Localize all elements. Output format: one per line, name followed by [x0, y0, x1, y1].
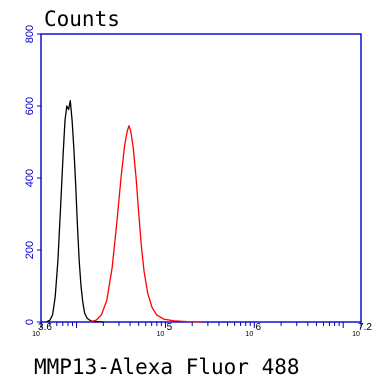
control-histogram-line: [46, 99, 104, 323]
y-tick-label: 200: [24, 241, 36, 259]
x-tick-label: 106: [245, 322, 261, 338]
x-tick-exponent: 6: [256, 322, 262, 333]
y-tick-label: 0: [24, 319, 36, 325]
y-tick-label: 400: [24, 169, 36, 187]
y-tick-label: 800: [24, 25, 36, 43]
x-tick-exponent: 3.6: [38, 322, 52, 333]
x-tick-exponent: 7.2: [358, 322, 372, 333]
x-tick-label: 103.6: [32, 322, 52, 338]
x-tick-base: 10: [352, 331, 360, 338]
plot-frame: [40, 33, 362, 323]
x-axis-label: MMP13-Alexa Fluor 488: [34, 355, 300, 379]
x-tick-base: 10: [245, 331, 253, 338]
x-tick-base: 10: [157, 331, 165, 338]
x-tick-base: 10: [32, 331, 40, 338]
x-tick-label: 105: [157, 322, 173, 338]
y-tick-label: 600: [24, 97, 36, 115]
chart-title: Counts: [44, 7, 120, 31]
x-tick-label: 107.2: [352, 322, 372, 338]
x-tick-exponent: 5: [167, 322, 173, 333]
series-layer: [46, 99, 202, 323]
sample-histogram-line: [89, 125, 202, 323]
y-axis: 0 200 400 600 800: [24, 25, 41, 325]
